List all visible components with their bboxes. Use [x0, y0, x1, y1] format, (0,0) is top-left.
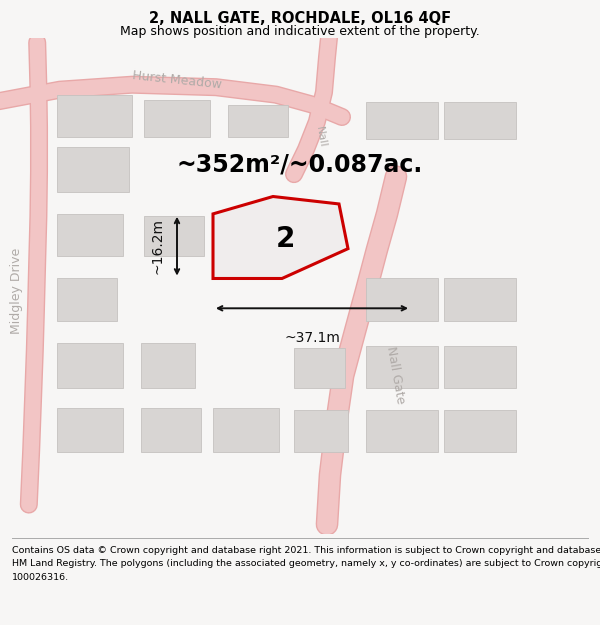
Text: HM Land Registry. The polygons (including the associated geometry, namely x, y c: HM Land Registry. The polygons (includin…	[12, 559, 600, 568]
Text: Contains OS data © Crown copyright and database right 2021. This information is : Contains OS data © Crown copyright and d…	[12, 546, 600, 554]
Bar	[144, 216, 204, 256]
Text: ~352m²/~0.087ac.: ~352m²/~0.087ac.	[177, 152, 423, 176]
Text: ~37.1m: ~37.1m	[284, 331, 340, 344]
Text: 2, NALL GATE, ROCHDALE, OL16 4QF: 2, NALL GATE, ROCHDALE, OL16 4QF	[149, 11, 451, 26]
Bar	[444, 346, 516, 388]
Bar	[444, 102, 516, 139]
Text: Hurst Meadow: Hurst Meadow	[131, 69, 223, 91]
Bar	[57, 408, 123, 452]
Text: Midgley Drive: Midgley Drive	[10, 248, 23, 334]
Polygon shape	[213, 196, 348, 279]
Bar	[57, 279, 117, 321]
Bar	[444, 279, 516, 321]
Bar	[213, 408, 279, 452]
Bar	[294, 348, 345, 388]
Bar	[228, 104, 288, 137]
Bar	[57, 147, 129, 191]
Bar	[144, 99, 210, 137]
Text: ~16.2m: ~16.2m	[151, 218, 165, 274]
Text: Nall: Nall	[314, 126, 328, 148]
Text: Nall Gate: Nall Gate	[385, 346, 407, 405]
Text: Map shows position and indicative extent of the property.: Map shows position and indicative extent…	[120, 24, 480, 38]
Bar	[57, 343, 123, 388]
Bar	[141, 408, 201, 452]
Bar	[141, 343, 195, 388]
Text: 100026316.: 100026316.	[12, 573, 69, 582]
Text: 2: 2	[275, 225, 295, 253]
Bar	[444, 410, 516, 452]
Bar	[366, 102, 438, 139]
Bar	[294, 410, 348, 452]
Bar	[366, 410, 438, 452]
Bar	[57, 94, 132, 137]
Bar	[366, 346, 438, 388]
Bar	[57, 214, 123, 256]
Bar	[366, 279, 438, 321]
